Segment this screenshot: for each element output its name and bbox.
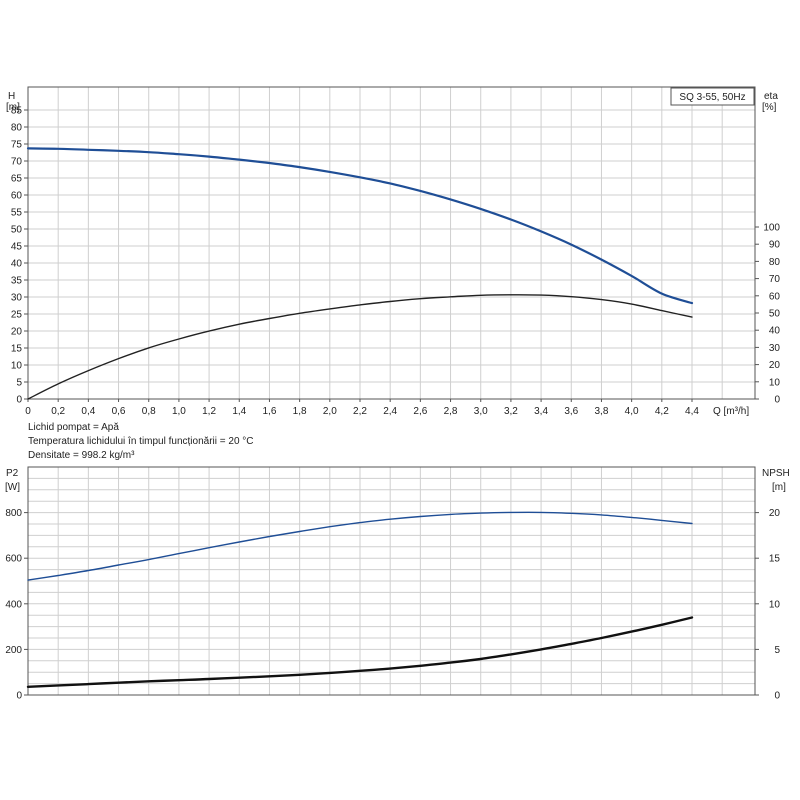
top-y-right-label-10: 100 (763, 223, 780, 234)
top-y-right-label-0: 0 (774, 395, 780, 406)
x-tick-label-15: 3,0 (474, 406, 488, 417)
x-axis-title: Q [m³/h] (713, 406, 749, 417)
top-y-right-label-8: 80 (769, 257, 781, 268)
y-right-title-eta: eta (764, 91, 778, 102)
info-density: Densitate = 998.2 kg/m³ (28, 450, 135, 461)
head-curve (26, 147, 694, 305)
power-npsh-chart: 0 200 400 600 800 0 5 10 15 20 P2 [W] NPSH [m] (5, 466, 790, 702)
bottom-y-right-label-3: 15 (769, 554, 781, 565)
x-tick-label-22: 4,4 (685, 406, 699, 417)
npsh-curve (26, 616, 694, 688)
y-left-title-head: H (8, 91, 15, 102)
x-tick-label-7: 1,4 (232, 406, 246, 417)
x-tick-label-19: 3,8 (595, 406, 609, 417)
top-y-left-label-17: 85 (11, 106, 23, 117)
top-y-left-label-6: 30 (11, 293, 23, 304)
top-y-left-label-14: 70 (11, 157, 23, 168)
x-tick-label-11: 2,2 (353, 406, 367, 417)
top-y-left-label-5: 25 (11, 310, 23, 321)
top-y-left-label-12: 60 (11, 191, 23, 202)
bottom-y-right-label-0: 0 (774, 691, 780, 702)
top-y-left-label-13: 65 (11, 174, 23, 185)
top-y-right-label-5: 50 (769, 309, 781, 320)
x-tick-label-5: 1,0 (172, 406, 186, 417)
top-y-left-label-2: 10 (11, 361, 23, 372)
x-tick-label-0: 0 (25, 406, 31, 417)
x-tick-label-2: 0,4 (81, 406, 95, 417)
top-y-right-label-6: 60 (769, 291, 781, 302)
x-tick-label-21: 4,2 (655, 406, 669, 417)
x-tick-label-3: 0,6 (112, 406, 126, 417)
top-y-right-label-4: 40 (769, 326, 781, 337)
y-left-title-p2: P2 (6, 468, 19, 479)
bottom-y-right-label-4: 20 (769, 508, 781, 519)
x-tick-label-13: 2,6 (413, 406, 427, 417)
x-tick-label-8: 1,6 (263, 406, 277, 417)
x-tick-label-9: 1,8 (293, 406, 307, 417)
y-right-unit-eta: [%] (762, 102, 777, 113)
info-block: Lichid pompat = Apă Temperatura lichidul… (28, 421, 254, 463)
y-right-unit-npsh: [m] (772, 482, 786, 493)
top-y-right-label-9: 90 (769, 240, 781, 251)
bottom-plot-frame (27, 466, 756, 696)
top-y-left-label-1: 5 (16, 378, 22, 389)
y-left-unit-head: [m] (6, 102, 20, 113)
top-y-left-label-11: 55 (11, 208, 23, 219)
top-plot-frame (27, 86, 756, 400)
x-tick-label-14: 2,8 (444, 406, 458, 417)
bottom-y-left-label-4: 800 (5, 508, 22, 519)
top-y-left-label-7: 35 (11, 276, 23, 287)
y-left-unit-p2: [W] (5, 482, 20, 493)
x-tick-label-6: 1,2 (202, 406, 216, 417)
info-liquid: Lichid pompat = Apă (28, 422, 119, 433)
bottom-y-right-label-1: 5 (774, 645, 780, 656)
x-tick-label-10: 2,0 (323, 406, 337, 417)
power-curve (27, 511, 693, 581)
x-tick-label-12: 2,4 (383, 406, 397, 417)
efficiency-curve (27, 294, 693, 400)
y-right-title-npsh: NPSH (762, 468, 790, 479)
top-y-left-label-15: 75 (11, 140, 23, 151)
bottom-y-left-label-3: 600 (5, 554, 22, 565)
x-tick-label-4: 0,8 (142, 406, 156, 417)
head-efficiency-chart: 0 5 10 15 20 25 30 35 40 45 50 55 60 65 70 75 80 85 0 10 20 3… (6, 86, 781, 417)
info-temperature: Temperatura lichidului în timpul funcțio… (28, 436, 254, 447)
top-y-left-label-0: 0 (16, 395, 22, 406)
x-tick-label-1: 0,2 (51, 406, 65, 417)
x-tick-label-18: 3,6 (564, 406, 578, 417)
top-y-right-label-7: 70 (769, 274, 781, 285)
top-y-right-label-3: 30 (769, 343, 781, 354)
top-y-right-label-2: 20 (769, 360, 781, 371)
top-y-left-label-4: 20 (11, 327, 23, 338)
top-y-left-label-8: 40 (11, 259, 23, 270)
top-y-left-label-3: 15 (11, 344, 23, 355)
x-tick-label-17: 3,4 (534, 406, 548, 417)
top-y-left-label-10: 50 (11, 225, 23, 236)
legend-box: SQ 3-55, 50Hz (670, 87, 755, 106)
legend-label: SQ 3-55, 50Hz (679, 92, 745, 103)
bottom-y-left-label-1: 200 (5, 645, 22, 656)
top-y-right-label-1: 10 (769, 377, 781, 388)
legend-frame (670, 87, 755, 106)
bottom-y-left-label-2: 400 (5, 599, 22, 610)
x-tick-label-20: 4,0 (625, 406, 639, 417)
top-y-left-label-9: 45 (11, 242, 23, 253)
top-y-left-label-16: 80 (11, 123, 23, 134)
bottom-y-right-label-2: 10 (769, 599, 781, 610)
x-tick-label-16: 3,2 (504, 406, 518, 417)
bottom-y-left-label-0: 0 (16, 691, 22, 702)
